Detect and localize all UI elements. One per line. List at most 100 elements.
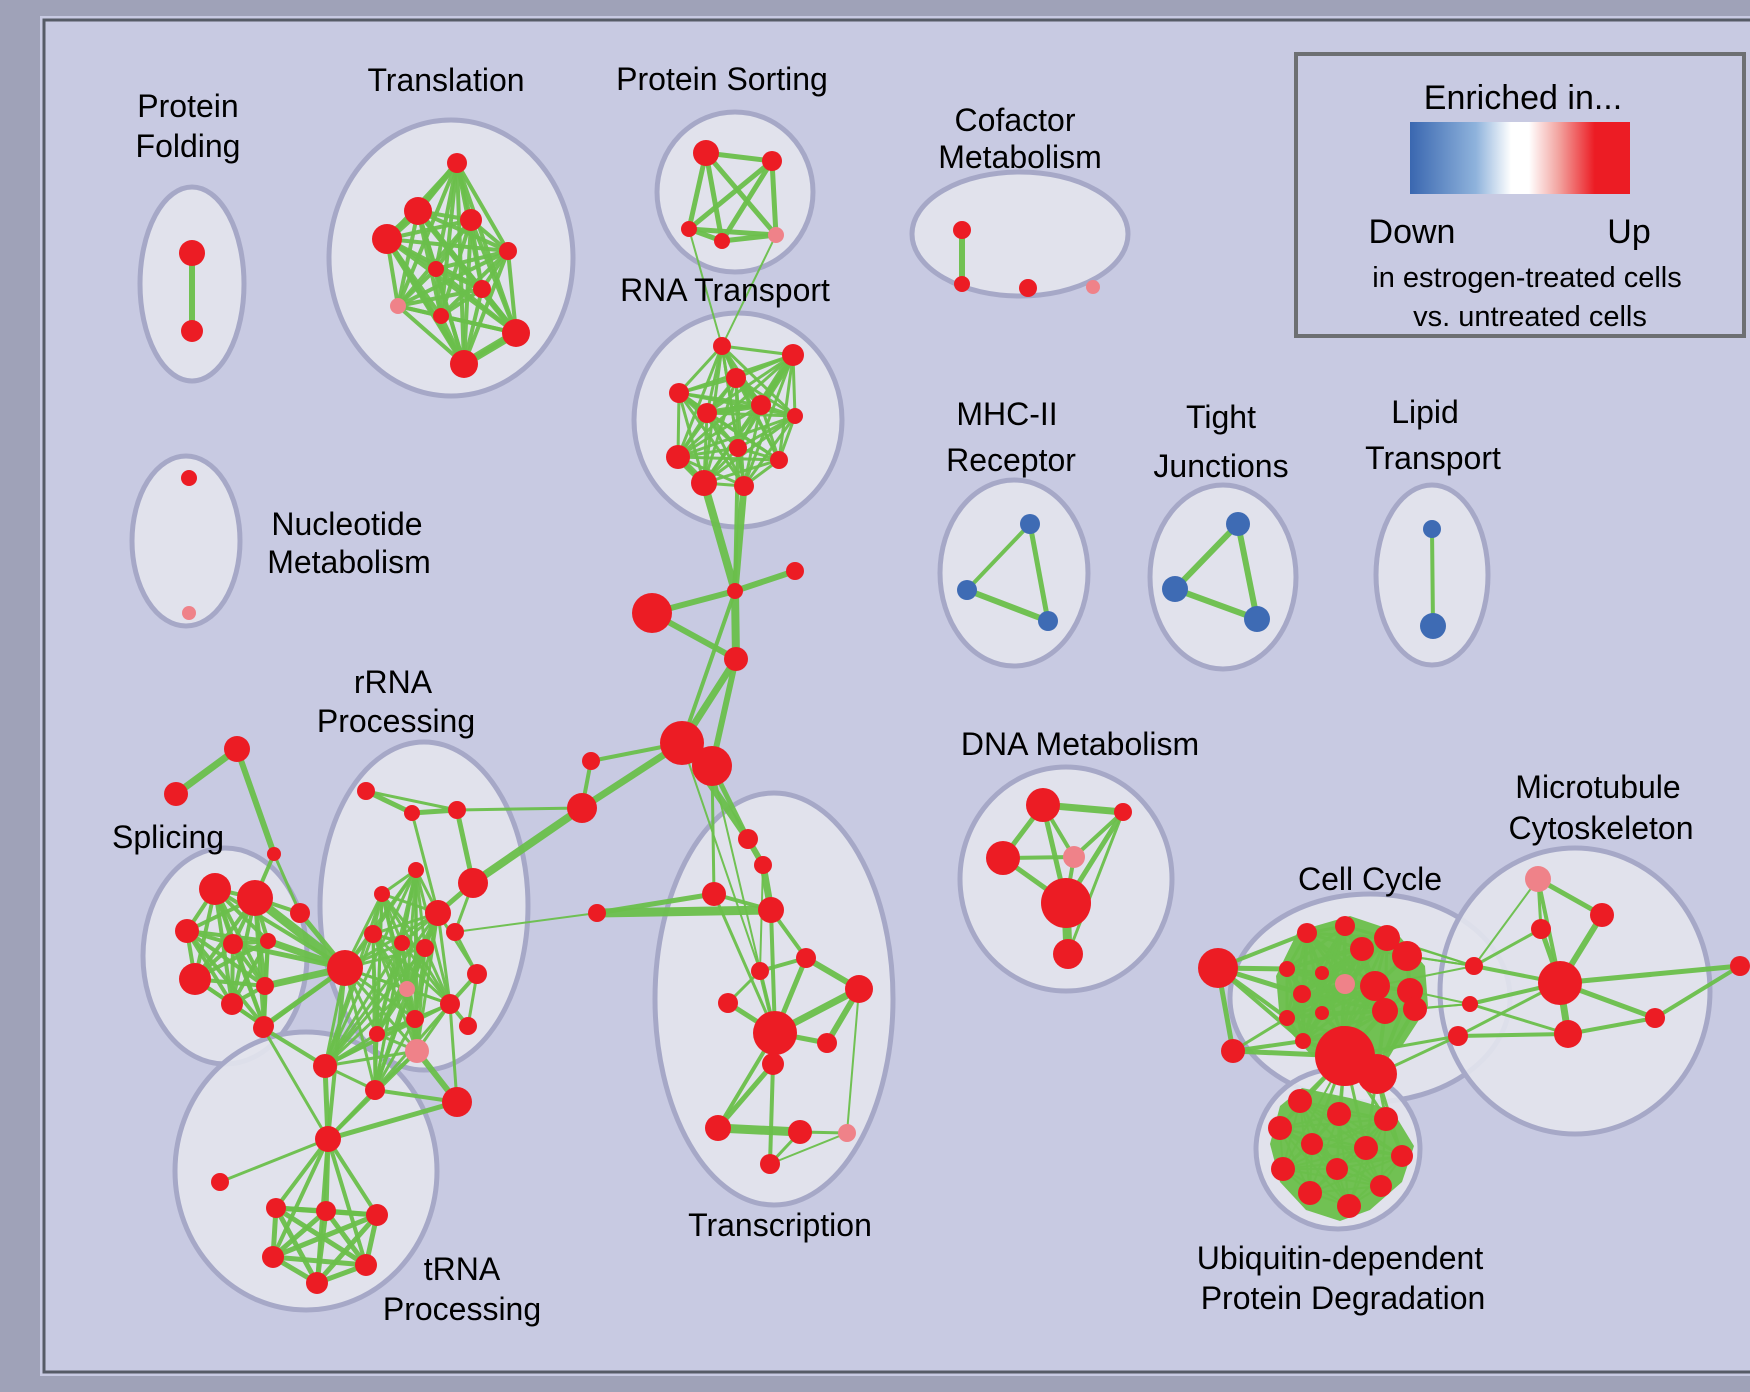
legend-down-label: Down bbox=[1369, 213, 1456, 251]
graph-node-b10 bbox=[1298, 1181, 1322, 1205]
graph-edge bbox=[676, 344, 724, 459]
graph-edge bbox=[964, 587, 1051, 624]
cluster-label-splicing: Splicing bbox=[112, 819, 224, 855]
graph-node-r2 bbox=[782, 344, 804, 366]
graph-node-t5 bbox=[499, 242, 517, 260]
graph-node-j8 bbox=[567, 793, 597, 823]
graph-node-t8 bbox=[390, 298, 406, 314]
graph-node-m6 bbox=[1645, 1008, 1665, 1028]
graph-edge bbox=[375, 987, 409, 1036]
graph-node-cc2 bbox=[1221, 1039, 1245, 1063]
legend-subtitle-1: in estrogen-treated cells bbox=[1372, 262, 1682, 294]
legend-gradient-bar bbox=[1410, 122, 1630, 194]
graph-node-cc5 bbox=[1335, 916, 1355, 936]
graph-node-cc13 bbox=[1360, 971, 1390, 1001]
graph-node-s5 bbox=[260, 933, 276, 949]
graph-node-nb bbox=[164, 782, 188, 806]
graph-node-cc11 bbox=[1350, 937, 1374, 961]
graph-edge bbox=[396, 209, 420, 308]
graph-edge bbox=[676, 414, 797, 459]
graph-node-q21 bbox=[313, 1054, 337, 1078]
graph-edge bbox=[721, 234, 777, 347]
graph-edge bbox=[230, 896, 257, 1006]
graph-node-mh2 bbox=[957, 580, 977, 600]
graph-node-m5 bbox=[1554, 1020, 1582, 1048]
graph-edge bbox=[314, 1208, 329, 1286]
graph-edge bbox=[396, 287, 484, 308]
graph-edge bbox=[1172, 521, 1241, 592]
cluster-label-ubiquitin-degradation: Protein Degradation bbox=[1201, 1280, 1486, 1316]
graph-node-r12 bbox=[734, 476, 754, 496]
graph-node-j4 bbox=[724, 647, 748, 671]
graph-node-cc4 bbox=[1297, 923, 1317, 943]
graph-edge bbox=[677, 391, 746, 488]
cluster-label-protein-folding: Folding bbox=[136, 128, 241, 164]
graph-node-q4 bbox=[408, 862, 424, 878]
graph-node-p3 bbox=[681, 221, 697, 237]
graph-edge bbox=[720, 344, 795, 357]
graph-node-p4 bbox=[714, 233, 730, 249]
legend-title: Enriched in... bbox=[1424, 79, 1622, 117]
graph-edge bbox=[455, 161, 510, 253]
graph-node-cc8 bbox=[1293, 985, 1311, 1003]
graph-node-nm1 bbox=[181, 470, 197, 486]
graph-node-q5 bbox=[374, 886, 390, 902]
graph-edge bbox=[271, 1137, 330, 1259]
graph-node-j10 bbox=[588, 904, 606, 922]
graph-node-j5 bbox=[660, 721, 704, 765]
graph-node-q17 bbox=[459, 1017, 477, 1035]
graph-edge bbox=[469, 804, 586, 887]
graph-node-b12 bbox=[1337, 1194, 1361, 1218]
graph-edge bbox=[234, 746, 277, 857]
graph-edge bbox=[455, 806, 584, 812]
graph-node-u4 bbox=[366, 1204, 388, 1226]
graph-node-tc14 bbox=[838, 1124, 856, 1142]
graph-node-cc19 bbox=[1392, 941, 1422, 971]
graph-node-d2 bbox=[1114, 803, 1132, 821]
graph-node-pf2 bbox=[181, 320, 203, 342]
graph-node-r1 bbox=[713, 337, 731, 355]
graph-node-b6 bbox=[1354, 1136, 1378, 1160]
graph-edge bbox=[185, 929, 267, 988]
graph-node-t1 bbox=[447, 153, 467, 173]
graph-node-tc3 bbox=[702, 882, 726, 906]
graph-edge bbox=[710, 764, 716, 896]
graph-edge bbox=[1285, 931, 1309, 1020]
graph-node-r4 bbox=[669, 383, 689, 403]
graph-edge bbox=[270, 1212, 380, 1260]
graph-node-t9 bbox=[433, 308, 449, 324]
legend-subtitle-2: vs. untreated cells bbox=[1413, 301, 1647, 333]
graph-node-r10 bbox=[770, 451, 788, 469]
graph-node-u7 bbox=[306, 1272, 328, 1294]
graph-node-p1 bbox=[693, 140, 719, 166]
graph-edge bbox=[1172, 586, 1260, 622]
graph-edge bbox=[1384, 1003, 1471, 1012]
graph-edge bbox=[270, 1254, 369, 1268]
graph-node-q14 bbox=[406, 1010, 424, 1028]
graph-node-pf1 bbox=[179, 240, 205, 266]
graph-node-lt1 bbox=[1423, 520, 1441, 538]
graph-node-nm2 bbox=[182, 606, 196, 620]
graph-edge bbox=[185, 929, 266, 1028]
graph-node-mt3 bbox=[1448, 1026, 1468, 1046]
graph-node-mh3 bbox=[1038, 611, 1058, 631]
graph-node-q18 bbox=[446, 923, 464, 941]
graph-edge bbox=[1027, 521, 1051, 624]
graph-node-tc9 bbox=[753, 1011, 797, 1055]
graph-node-tc10 bbox=[762, 1053, 784, 1075]
graph-edge bbox=[680, 589, 737, 745]
graph-edge bbox=[686, 226, 779, 238]
graph-edge bbox=[326, 1137, 379, 1217]
graph-edge bbox=[1282, 1118, 1387, 1170]
graph-edge bbox=[1235, 521, 1260, 622]
graph-edge bbox=[1430, 527, 1435, 628]
legend-box bbox=[1294, 52, 1746, 338]
graph-edge bbox=[270, 1208, 329, 1260]
graph-edge bbox=[676, 403, 763, 459]
graph-edge bbox=[218, 1137, 330, 1184]
graph-edge bbox=[415, 946, 427, 1053]
graph-node-t7 bbox=[473, 280, 491, 298]
graph-edge bbox=[314, 1212, 380, 1286]
graph-node-u5 bbox=[262, 1246, 284, 1268]
graph-node-t2 bbox=[404, 197, 432, 225]
